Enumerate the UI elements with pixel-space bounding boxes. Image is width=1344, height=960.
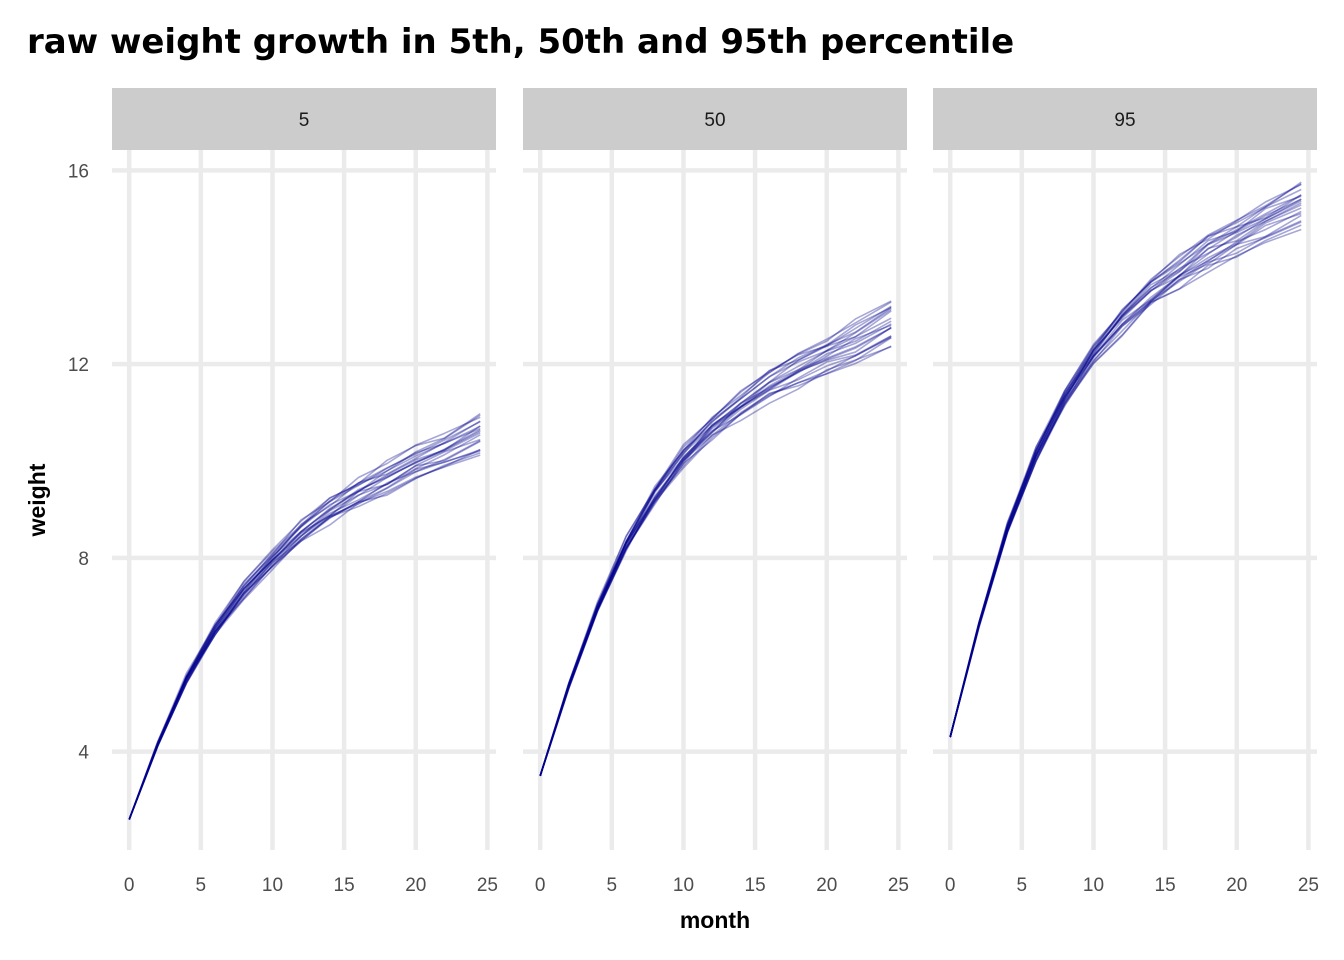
y-tick-label: 16: [68, 161, 89, 182]
growth-curve-line: [949, 182, 1302, 738]
facet-strip-label: 95: [1114, 110, 1135, 131]
growth-curve-line: [949, 221, 1302, 738]
growth-curve-line: [128, 420, 481, 820]
growth-curve-line: [128, 450, 481, 820]
growth-curve-line: [539, 323, 892, 777]
facet-strip: [523, 88, 907, 150]
growth-curve-line: [949, 188, 1302, 738]
x-tick-label: 10: [1083, 875, 1104, 896]
x-tick-label: 0: [535, 875, 546, 896]
growth-curve-line: [539, 337, 892, 777]
growth-curve-line: [539, 306, 892, 777]
growth-curve-line: [949, 207, 1302, 738]
growth-curve-line: [128, 425, 481, 820]
growth-curve-line: [949, 183, 1302, 738]
facet-strip-label: 50: [704, 110, 725, 131]
x-tick-label: 0: [124, 875, 135, 896]
growth-curve-line: [949, 228, 1302, 738]
growth-curve-line: [539, 317, 892, 777]
x-tick-label: 5: [607, 875, 618, 896]
x-tick-label: 20: [1226, 875, 1247, 896]
y-tick-label: 8: [78, 549, 89, 570]
growth-curve-line: [539, 345, 892, 777]
x-tick-label: 25: [477, 875, 498, 896]
growth-curve-line: [128, 434, 481, 820]
facet-strip: [933, 88, 1317, 150]
x-axis-title: month: [680, 907, 750, 933]
x-tick-label: 0: [945, 875, 956, 896]
growth-curve-line: [128, 448, 481, 820]
growth-curve-line: [128, 428, 481, 820]
growth-curve-line: [128, 432, 481, 820]
growth-curve-line: [949, 210, 1302, 738]
facet-strip: [112, 88, 496, 150]
growth-curve-line: [539, 301, 892, 777]
growth-curve-line: [128, 454, 481, 820]
x-tick-label: 5: [1017, 875, 1028, 896]
growth-curve-line: [949, 224, 1302, 738]
growth-curve-line: [949, 198, 1302, 738]
facet-panel-5: 5 0 5 10 15 20 25: [112, 88, 498, 896]
x-tick-label: 20: [816, 875, 837, 896]
x-tick-label: 25: [888, 875, 909, 896]
facet-panel-50: 50 0 5 10 15 20 25: [523, 88, 909, 896]
growth-curve-line: [128, 420, 481, 820]
growth-curve-line: [949, 200, 1302, 738]
growth-curve-line: [539, 327, 892, 777]
chart-title: raw weight growth in 5th, 50th and 95th …: [27, 22, 1014, 62]
x-tick-label: 15: [334, 875, 355, 896]
growth-curve-line: [949, 204, 1302, 738]
x-tick-label: 15: [745, 875, 766, 896]
growth-curve-line: [128, 448, 481, 820]
growth-curve-line: [539, 336, 892, 777]
growth-curve-line: [539, 326, 892, 777]
growth-curve-line: [539, 345, 892, 777]
growth-curve-line: [539, 305, 892, 777]
growth-curve-line: [949, 202, 1302, 738]
growth-curve-line: [949, 194, 1302, 738]
facet-panel-95: 95 0 5 10 15 20 25: [933, 88, 1319, 896]
growth-curve-line: [128, 427, 481, 820]
growth-curve-line: [539, 335, 892, 777]
growth-curve-line: [539, 300, 892, 777]
growth-curve-line: [128, 440, 481, 820]
x-tick-label: 5: [196, 875, 207, 896]
growth-curve-line: [949, 181, 1302, 738]
growth-curve-line: [128, 412, 481, 820]
growth-curve-line: [128, 430, 481, 820]
y-tick-label: 4: [78, 743, 89, 764]
y-axis-title: weight: [24, 463, 50, 537]
growth-curve-line: [128, 416, 481, 820]
x-tick-label: 25: [1298, 875, 1319, 896]
facet-strip-label: 5: [299, 110, 310, 131]
growth-curve-line: [949, 214, 1302, 738]
x-tick-label: 20: [405, 875, 426, 896]
y-tick-label: 12: [68, 355, 89, 376]
growth-curve-line: [128, 414, 481, 820]
growth-curve-line: [539, 306, 892, 777]
x-tick-label: 10: [262, 875, 283, 896]
growth-curve-line: [128, 439, 481, 820]
growth-curve-line: [128, 452, 481, 820]
growth-curve-line: [949, 198, 1302, 738]
growth-curve-line: [949, 220, 1302, 738]
x-tick-label: 10: [673, 875, 694, 896]
growth-curve-line: [949, 195, 1302, 738]
growth-curve-line: [128, 425, 481, 820]
growth-curve-line: [539, 335, 892, 777]
growth-curve-line: [539, 327, 892, 777]
growth-curve-line: [539, 320, 892, 777]
growth-curve-line: [128, 438, 481, 820]
growth-curve-line: [539, 310, 892, 777]
growth-curve-line: [539, 324, 892, 777]
growth-curve-line: [539, 308, 892, 777]
growth-curve-line: [949, 194, 1302, 738]
growth-curve-line: [949, 212, 1302, 738]
x-tick-label: 15: [1155, 875, 1176, 896]
